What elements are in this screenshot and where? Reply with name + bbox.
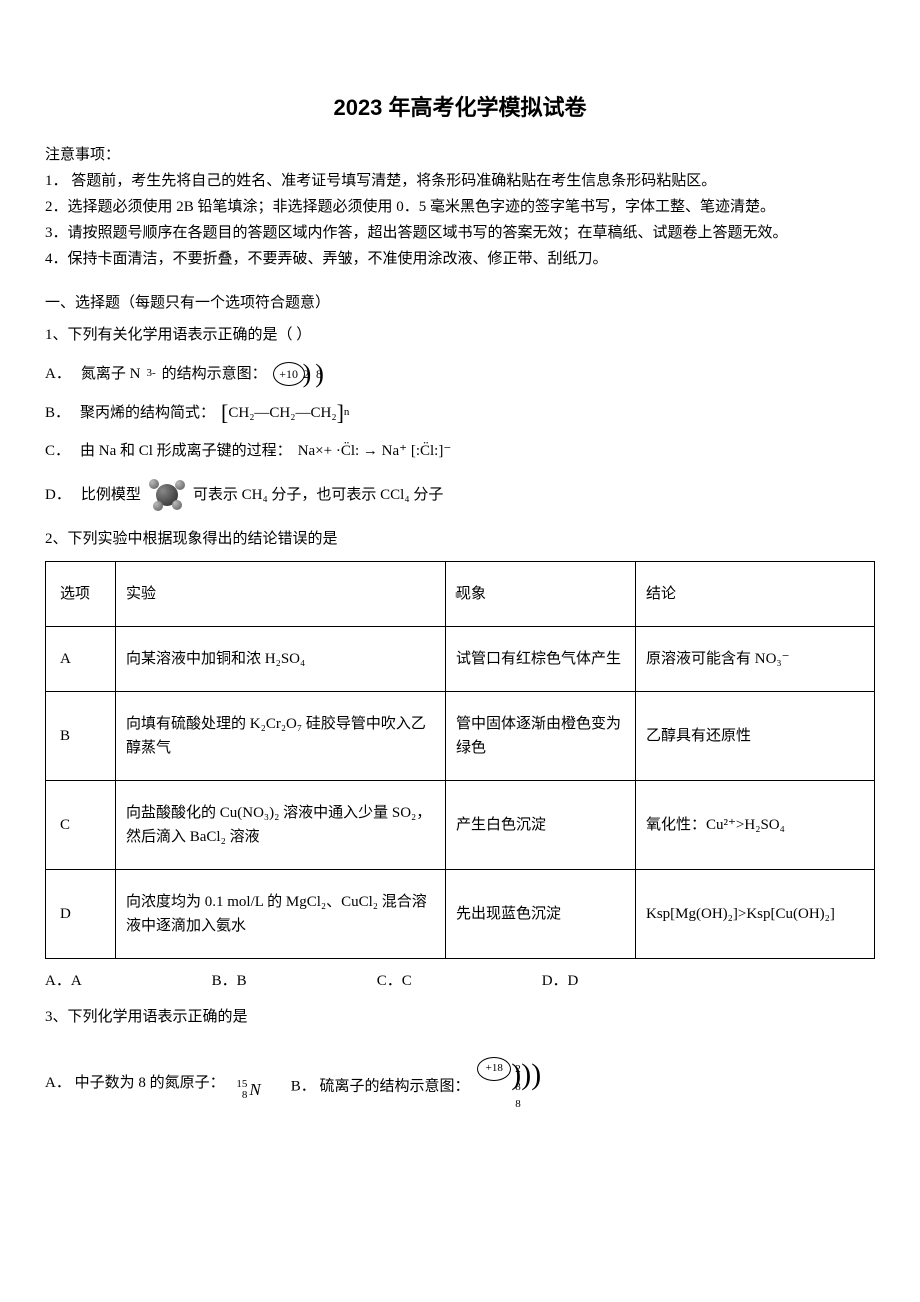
q3-b-text: 硫离子的结构示意图：: [319, 1079, 469, 1095]
instructions-header: 注意事项：: [45, 143, 875, 167]
instruction-4: 4．保持卡面清洁，不要折叠，不要弄破、弄皱，不准使用涂改液、修正带、刮纸刀。: [45, 247, 875, 271]
chain-body: CH₂—CH₂—CH₂: [228, 401, 336, 425]
question-3: 3、下列化学用语表示正确的是 A． 中子数为 8 的氮原子： 15 8 N B．…: [45, 1005, 875, 1105]
q1-a-text2: 的结构示意图：: [162, 362, 267, 386]
shell-num-1: 2: [303, 365, 309, 384]
instructions-block: 注意事项： 1． 答题前，考生先将自己的姓名、准考证号填写清楚，将条形码准确粘贴…: [45, 143, 875, 271]
q1-a-sup: 3-: [146, 365, 155, 383]
q1-option-b: B． 聚丙烯的结构简式： [ CH₂—CH₂—CH₂ ] n: [45, 401, 875, 425]
q3-a-text: 中子数为 8 的氮原子：: [75, 1075, 225, 1091]
choice-a: A．A: [45, 969, 82, 993]
choice-c: C．C: [377, 969, 412, 993]
th-experiment: 实验: [116, 562, 446, 627]
cell-con: 氧化性：Cu²⁺>H₂SO₄: [636, 781, 875, 870]
cell-con: 乙醇具有还原性: [636, 692, 875, 781]
section-1-header: 一、选择题（每题只有一个选项符合题意）: [45, 291, 875, 315]
q1-d-text1: 比例模型: [81, 483, 141, 507]
instruction-3: 3．请按照题号顺序在各题目的答题区域内作答，超出答题区域书写的答案无效；在草稿纸…: [45, 221, 875, 245]
choice-d: D．D: [542, 969, 579, 993]
polypropylene-formula: [ CH₂—CH₂—CH₂ ] n: [221, 401, 349, 425]
sulfur-ion-diagram: +18 ) ) ) 2 8 8: [477, 1051, 511, 1087]
th-option: 选项: [46, 562, 116, 627]
exam-title: 2023 年高考化学模拟试卷: [45, 90, 875, 125]
q1-b-label: B．: [45, 401, 70, 425]
bracket-left: [: [221, 402, 228, 424]
cell-phe: 试管口有红棕色气体产生: [446, 627, 636, 692]
cell-opt: D: [46, 870, 116, 959]
q3-a-label: A．: [45, 1075, 71, 1091]
q1-a-text1: 氮离子 N: [81, 362, 141, 386]
q1-option-c: C． 由 Na 和 Cl 形成离子键的过程： Na×+ ·C̈l: → Na⁺ …: [45, 439, 875, 463]
choice-b: B．B: [212, 969, 247, 993]
instruction-1: 1． 答题前，考生先将自己的姓名、准考证号填写清楚，将条形码准确粘贴在考生信息条…: [45, 169, 875, 193]
sulfur-nucleus: +18: [477, 1057, 511, 1081]
q3-b-label: B．: [291, 1079, 316, 1095]
q3-options-row: A． 中子数为 8 的氮原子： 15 8 N B． 硫离子的结构示意图： +18…: [45, 1069, 875, 1105]
q1-c-text: 由 Na 和 Cl 形成离子键的过程：: [80, 439, 292, 463]
molecule-model-icon: [147, 477, 187, 513]
table-row: B 向填有硫酸处理的 K₂Cr₂O₇ 硅胶导管中吹入乙醇蒸气 管中固体逐渐由橙色…: [46, 692, 875, 781]
q2-stem: 2、下列实验中根据现象得出的结论错误的是: [45, 527, 875, 551]
q1-stem: 1、下列有关化学用语表示正确的是（ ）: [45, 323, 875, 347]
shell-num-2: 8: [316, 365, 322, 384]
q3-option-a: A． 中子数为 8 的氮原子： 15 8 N: [45, 1071, 261, 1104]
table-row: D 向浓度均为 0.1 mol/L 的 MgCl₂、CuCl₂ 混合溶液中逐滴加…: [46, 870, 875, 959]
isotope-notation: 15 8 N: [236, 1076, 260, 1103]
cell-exp: 向盐酸酸化的 Cu(NO₃)₂ 溶液中通入少量 SO₂，然后滴入 BaCl₂ 溶…: [116, 781, 446, 870]
table-row: A 向某溶液中加铜和浓 H₂SO₄ 试管口有红棕色气体产生 原溶液可能含有 NO…: [46, 627, 875, 692]
instruction-2: 2．选择题必须使用 2B 铅笔填涂；非选择题必须使用 0．5 毫米黑色字迹的签字…: [45, 195, 875, 219]
q2-answer-choices: A．A B．B C．C D．D: [45, 969, 875, 993]
cell-exp: 向某溶液中加铜和浓 H₂SO₄: [116, 627, 446, 692]
table-row: C 向盐酸酸化的 Cu(NO₃)₂ 溶液中通入少量 SO₂，然后滴入 BaCl₂…: [46, 781, 875, 870]
cell-opt: A: [46, 627, 116, 692]
element-symbol: N: [249, 1076, 260, 1103]
cell-opt: B: [46, 692, 116, 781]
cell-exp: 向浓度均为 0.1 mol/L 的 MgCl₂、CuCl₂ 混合溶液中逐滴加入氨…: [116, 870, 446, 959]
q1-c-label: C．: [45, 439, 70, 463]
q1-d-text2: 可表示 CH₄ 分子，也可表示 CCl₄ 分子: [193, 483, 443, 507]
q1-a-label: A．: [45, 362, 71, 386]
bracket-right: ]: [337, 402, 344, 424]
center-marker: ■: [455, 587, 462, 605]
q1-option-a: A． 氮离子 N 3- 的结构示意图： +10 )2 )8: [45, 361, 875, 387]
q1-c-formula: Na×+ ·C̈l: → Na⁺ [:C̈l:]⁻: [298, 439, 452, 463]
cell-phe: 先出现蓝色沉淀: [446, 870, 636, 959]
th-conclusion: 结论: [636, 562, 875, 627]
q3-option-b: B． 硫离子的结构示意图： +18 ) ) ) 2 8 8: [291, 1069, 512, 1105]
chain-sub-n: n: [344, 404, 350, 422]
q1-d-label: D．: [45, 483, 71, 507]
cell-exp: 向填有硫酸处理的 K₂Cr₂O₇ 硅胶导管中吹入乙醇蒸气: [116, 692, 446, 781]
th-phenomenon: 现象: [446, 562, 636, 627]
cell-opt: C: [46, 781, 116, 870]
q3-stem: 3、下列化学用语表示正确的是: [45, 1005, 875, 1029]
cell-con: Ksp[Mg(OH)₂]>Ksp[Cu(OH)₂]: [636, 870, 875, 959]
experiment-table: 选项 实验 现象 结论 A 向某溶液中加铜和浓 H₂SO₄ 试管口有红棕色气体产…: [45, 561, 875, 959]
cell-phe: 产生白色沉淀: [446, 781, 636, 870]
cell-phe: 管中固体逐渐由橙色变为绿色: [446, 692, 636, 781]
question-1: 1、下列有关化学用语表示正确的是（ ） A． 氮离子 N 3- 的结构示意图： +1…: [45, 323, 875, 513]
nucleus-label: +10: [273, 362, 305, 386]
question-2: 2、下列实验中根据现象得出的结论错误的是 ■ 选项 实验 现象 结论 A 向某溶…: [45, 527, 875, 993]
cell-con: 原溶液可能含有 NO₃⁻: [636, 627, 875, 692]
q1-b-text: 聚丙烯的结构简式：: [80, 401, 215, 425]
nitrogen-ion-diagram: +10 )2 )8: [273, 361, 330, 387]
q1-option-d: D． 比例模型 可表示 CH₄ 分子，也可表示 CCl₄ 分子: [45, 477, 875, 513]
atomic-number: 8: [236, 1090, 247, 1101]
